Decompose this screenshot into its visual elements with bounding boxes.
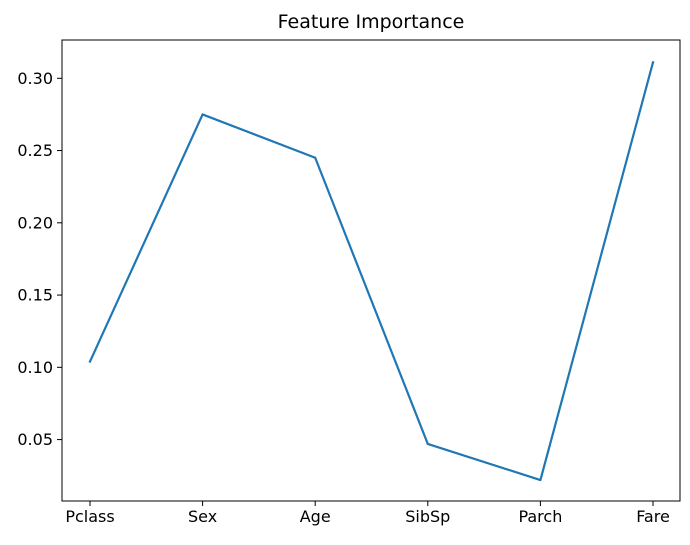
data-point xyxy=(426,442,429,446)
data-point xyxy=(88,360,92,363)
series-layer xyxy=(88,61,655,482)
y-axis-ticks: 0.05 0.10 0.15 0.20 0.25 0.30 xyxy=(17,69,62,449)
x-axis-ticks: Pclass Sex Age SibSp Parch Fare xyxy=(65,501,670,526)
x-tick-label: Pclass xyxy=(65,507,114,526)
data-point xyxy=(539,478,542,482)
y-tick-label: 0.05 xyxy=(17,430,53,449)
x-tick-label: Sex xyxy=(188,507,217,526)
x-tick-label: Fare xyxy=(636,507,670,526)
plot-area-frame xyxy=(61,39,681,502)
data-point xyxy=(314,156,317,159)
y-tick-label: 0.15 xyxy=(17,286,53,305)
y-tick-label: 0.10 xyxy=(17,358,53,377)
y-tick-label: 0.20 xyxy=(17,213,53,232)
y-tick-label: 0.25 xyxy=(17,141,53,160)
y-tick-label: 0.30 xyxy=(17,69,53,88)
chart-title: Feature Importance xyxy=(278,11,465,33)
data-point xyxy=(201,113,204,116)
x-tick-label: SibSp xyxy=(405,507,450,526)
x-tick-label: Age xyxy=(300,507,331,526)
x-tick-label: Parch xyxy=(518,507,562,526)
data-point xyxy=(651,61,655,64)
series-line xyxy=(88,61,655,482)
